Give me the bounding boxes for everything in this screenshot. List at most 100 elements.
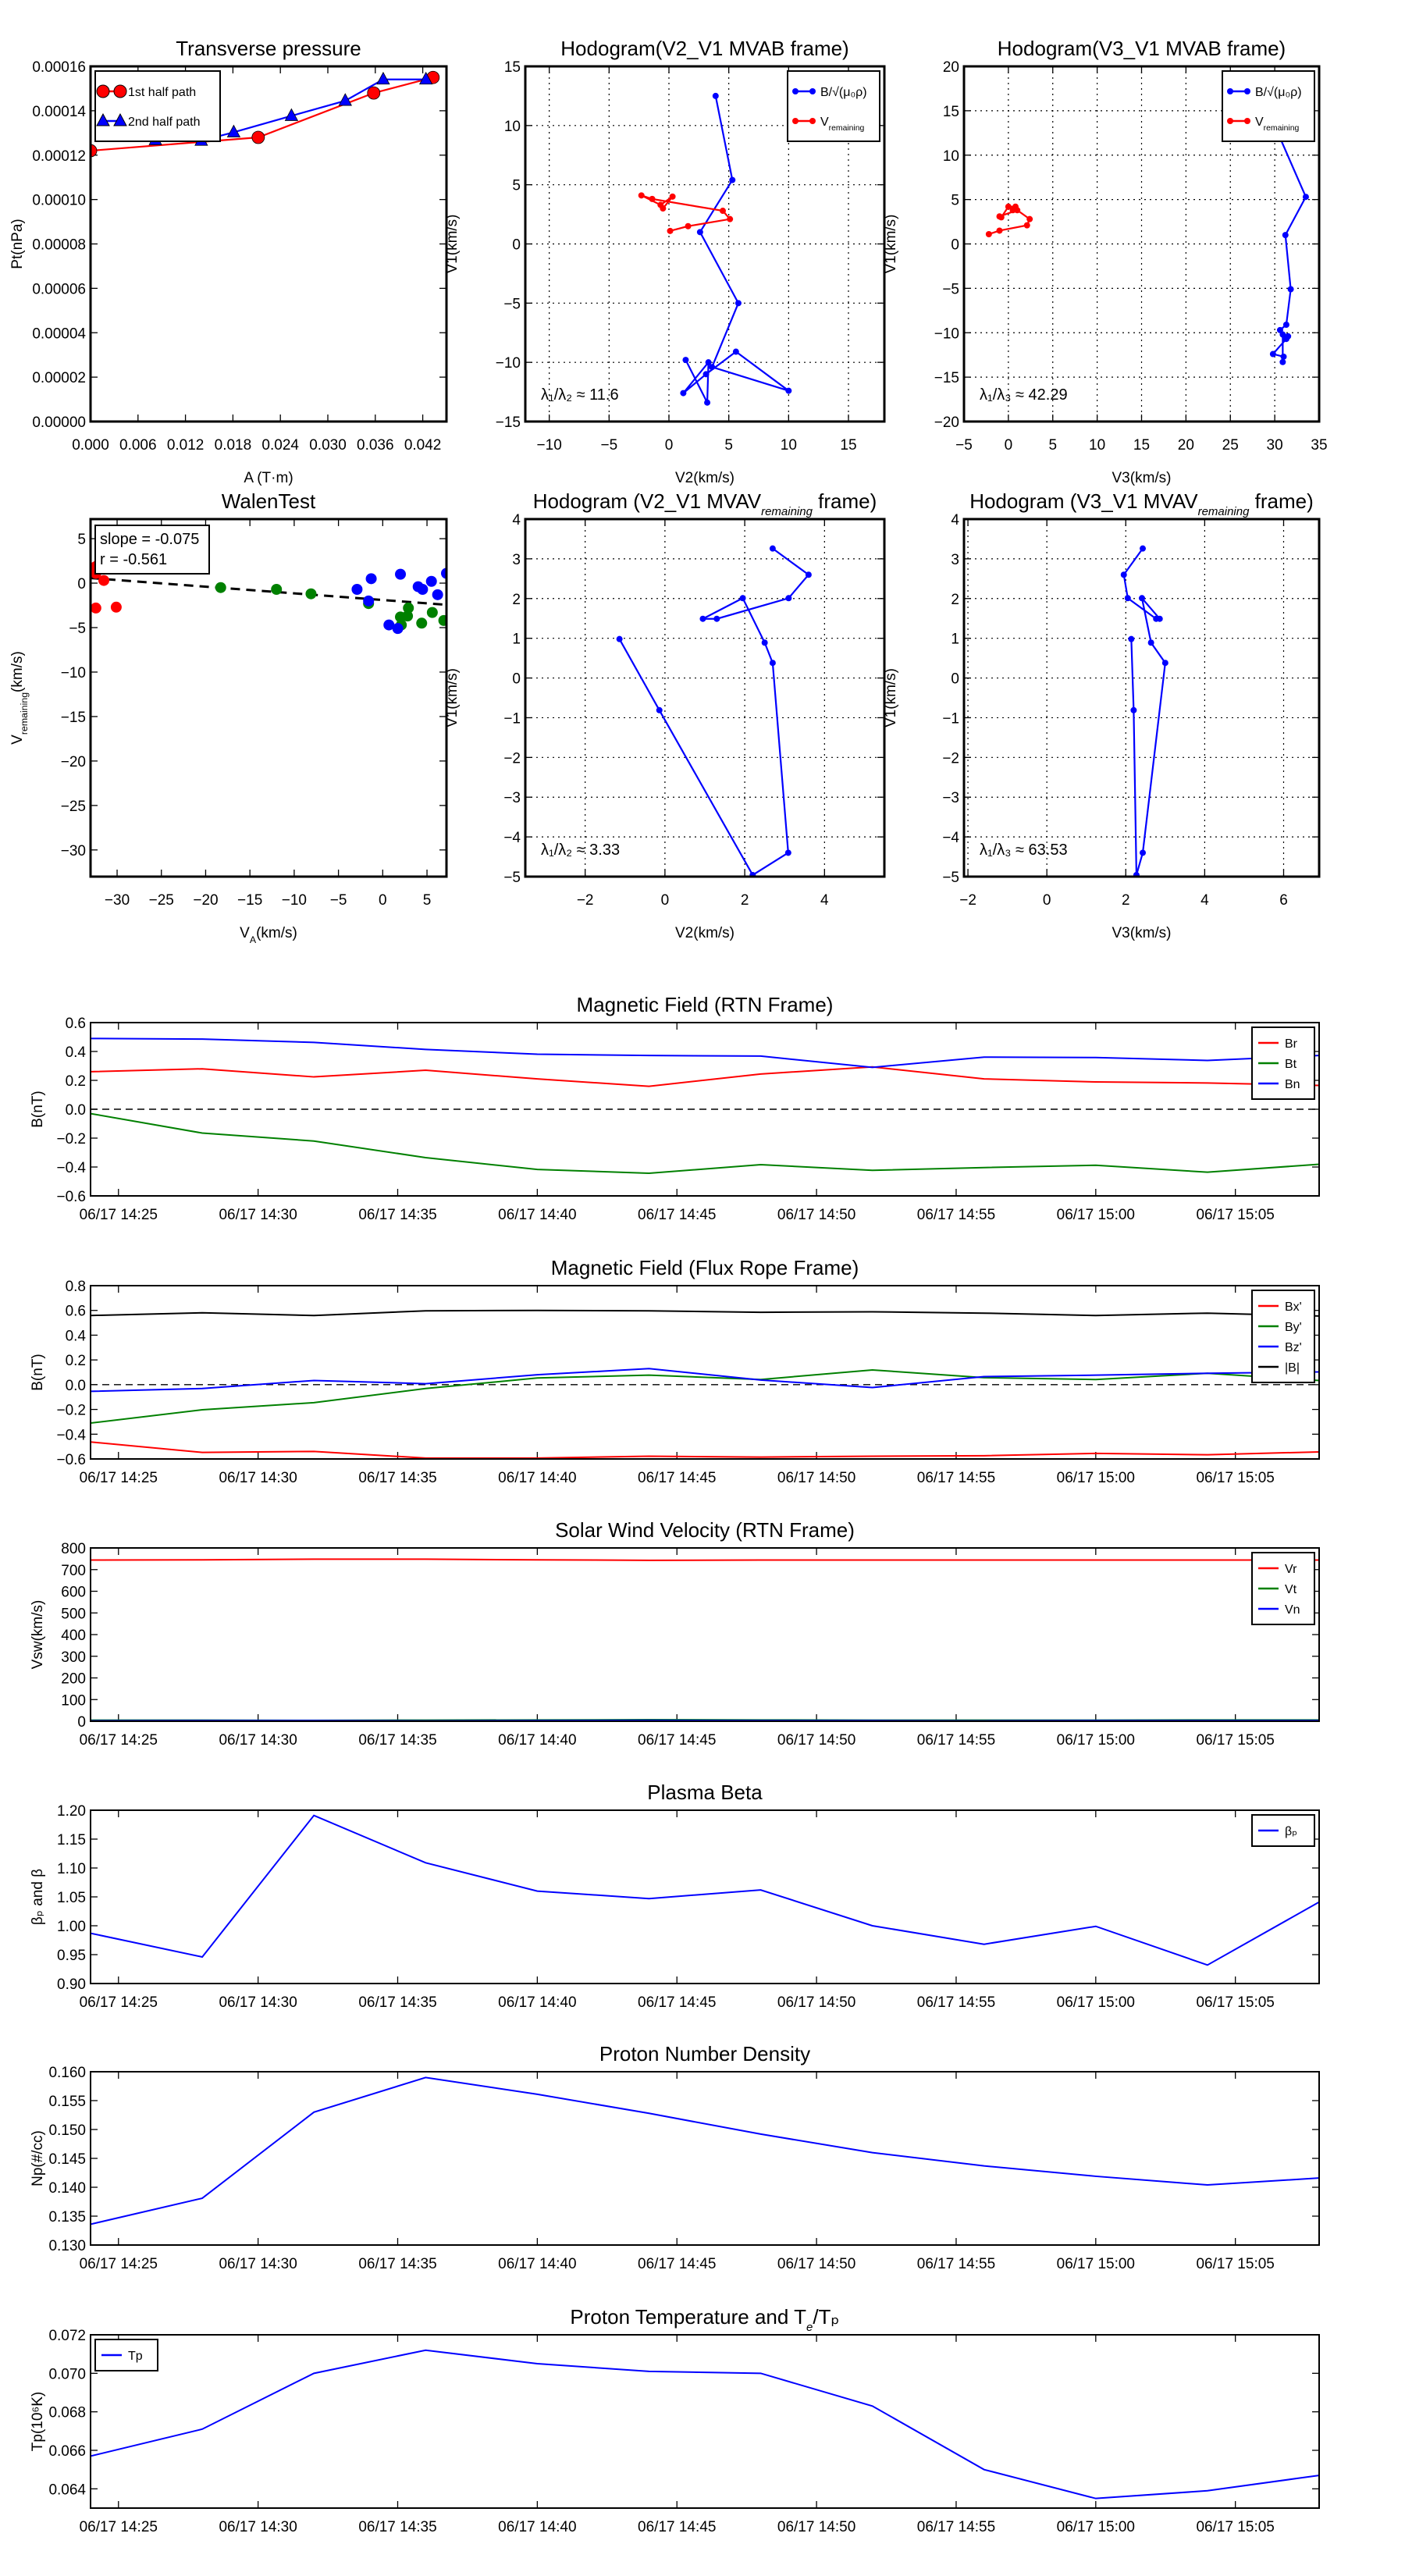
- x-tick-label: 06/17 14:35: [358, 1470, 436, 1486]
- y-tick-label: 0.155: [48, 2094, 86, 2110]
- y-tick-label: 1.10: [57, 1861, 86, 1877]
- x-tick-label: 06/17 14:40: [498, 1994, 576, 2011]
- x-tick-label: 06/17 15:00: [1057, 2256, 1135, 2272]
- y-axis-label: B(nT): [30, 1354, 46, 1391]
- data-point: [91, 144, 98, 158]
- x-tick-label: 06/17 14:35: [358, 1207, 436, 1223]
- data-point: [996, 227, 1003, 234]
- data-point: [1009, 207, 1016, 214]
- y-tick-label: 0.066: [48, 2443, 86, 2460]
- data-point: [417, 584, 429, 596]
- y-axis-label: B(nT): [30, 1091, 46, 1128]
- ratio-annotation: λ₁/λ₃ ≈ 42.29: [980, 386, 1068, 404]
- chart-panel-7: 06/17 14:25 06/17 14:30 06/17 14:35 06/17 1…: [30, 1256, 1320, 1486]
- y-tick-label: −0.6: [56, 1452, 86, 1468]
- x-tick-label: 0: [1043, 892, 1051, 909]
- y-tick-label: −0.6: [56, 1189, 86, 1205]
- series-line-v-remaining-: [988, 205, 1031, 236]
- data-point: [1124, 595, 1131, 602]
- x-tick-label: −15: [237, 892, 262, 909]
- chart-panel-9: 06/17 14:25 06/17 14:30 06/17 14:35 06/17 1…: [30, 1781, 1320, 2011]
- data-point: [704, 399, 711, 406]
- chart-panel-4: −2 0 2 4 −5 −4 −3 −2 −1 0 1 2 3 4 Hodogram (V2_V1 MVAV…: [444, 489, 886, 941]
- axes-frame: [90, 2071, 1320, 2246]
- data-point: [784, 849, 791, 856]
- x-tick-label: 20: [1178, 437, 1194, 454]
- data-point: [709, 364, 716, 371]
- chart-title: Transverse pressure: [176, 37, 361, 60]
- data-point: [1130, 706, 1137, 713]
- data-point: [251, 130, 265, 144]
- data-point: [1279, 331, 1286, 338]
- data-point: [769, 545, 776, 552]
- legend-label: Vt: [1285, 1583, 1297, 1596]
- plot-area: [91, 556, 446, 635]
- data-point: [699, 615, 706, 622]
- x-tick-label: 06/17 14:25: [80, 1470, 158, 1486]
- x-tick-label: 0: [1005, 437, 1013, 454]
- x-tick-label: 06/17 14:50: [777, 1732, 855, 1749]
- series-line-bt: [91, 1112, 1319, 1174]
- y-tick-label: 0: [77, 576, 86, 592]
- y-tick-label: −3: [942, 790, 959, 806]
- data-point: [438, 614, 446, 626]
- axes-frame: [89, 518, 448, 878]
- x-tick-label: 10: [1089, 437, 1105, 454]
- x-tick-label: 06/17 14:45: [638, 1470, 716, 1486]
- series-line-br: [91, 1066, 1319, 1087]
- legend-label: 1st half path: [128, 86, 196, 99]
- y-tick-label: 1.20: [57, 1803, 86, 1820]
- data-point: [785, 595, 792, 602]
- legend: βₚ: [1251, 1814, 1315, 1847]
- data-point: [685, 222, 692, 229]
- chart-panel-3: −30 −25 −20 −15 −10 −5 0 5 −30 −25 −20 −15 −10 −5 0 5 Wa…: [9, 489, 448, 945]
- chart-title-subscript: e: [806, 2321, 813, 2334]
- chart-title: Hodogram(V2_V1 MVAB frame): [560, 37, 848, 60]
- x-tick-label: 06/17 15:00: [1057, 1207, 1135, 1223]
- x-tick-label: −5: [955, 437, 973, 454]
- y-tick-label: −15: [61, 710, 86, 726]
- y-tick-label: 0.95: [57, 1948, 86, 1964]
- data-point: [682, 357, 689, 364]
- data-point: [403, 602, 414, 614]
- y-tick-label: 0.068: [48, 2405, 86, 2421]
- data-point: [1285, 333, 1292, 340]
- x-tick-label: 06/17 14:55: [917, 1470, 995, 1486]
- legend-marker: [96, 112, 110, 126]
- plot-area: [91, 1309, 1319, 1459]
- y-tick-label: 0.072: [48, 2328, 86, 2344]
- data-point: [441, 568, 446, 579]
- legend: Vr Vt Vn: [1251, 1552, 1315, 1625]
- x-tick-label: 06/17 15:05: [1196, 2519, 1274, 2535]
- data-point: [1133, 871, 1140, 877]
- legend-label: |B|: [1285, 1361, 1300, 1375]
- chart-title: Proton Number Density: [599, 2042, 810, 2065]
- axes-frame: [524, 518, 886, 878]
- y-tick-label: 4: [951, 512, 959, 528]
- x-tick-label: 06/17 14:50: [777, 1470, 855, 1486]
- x-tick-label: 06/17 15:00: [1057, 2519, 1135, 2535]
- y-tick-label: 300: [61, 1649, 86, 1666]
- y-tick-label: 0.00000: [32, 415, 86, 431]
- y-axis-label: Vsw(km/s): [30, 1600, 46, 1670]
- y-tick-label: 0.2: [66, 1353, 86, 1369]
- y-tick-label: −10: [934, 326, 959, 342]
- y-tick-label: 100: [61, 1692, 86, 1709]
- x-tick-label: 06/17 14:40: [498, 1732, 576, 1749]
- data-point: [985, 230, 992, 237]
- data-point: [769, 660, 776, 667]
- data-point: [351, 584, 363, 596]
- plot-area: [91, 2349, 1319, 2500]
- data-point: [426, 607, 438, 618]
- y-tick-label: 0.070: [48, 2366, 86, 2382]
- y-tick-label: 0: [951, 671, 959, 688]
- x-tick-label: 0: [379, 892, 387, 909]
- y-tick-label: 0.160: [48, 2065, 86, 2081]
- x-tick-label: 4: [1200, 892, 1209, 909]
- y-axis-label: V1(km/s): [444, 668, 461, 728]
- data-point: [1026, 215, 1033, 222]
- x-tick-label: 06/17 14:45: [638, 2256, 716, 2272]
- y-tick-label: −0.2: [56, 1131, 86, 1147]
- y-axis-label: Pt(nPa): [9, 219, 26, 269]
- data-point: [705, 359, 712, 366]
